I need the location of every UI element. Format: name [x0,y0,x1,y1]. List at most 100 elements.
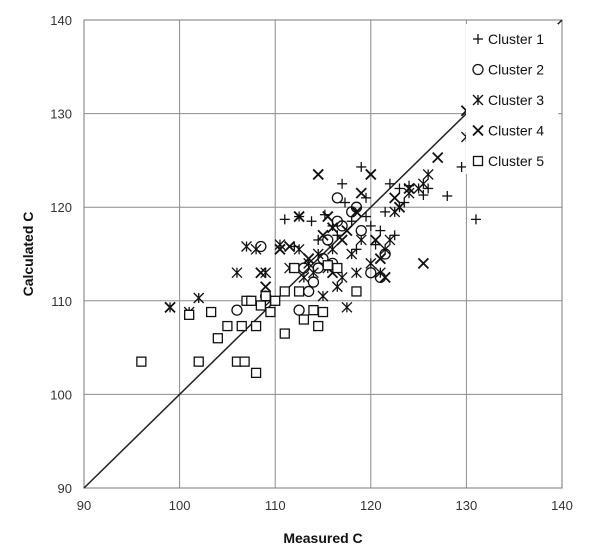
data-point [279,214,290,225]
tick-labels: 90 100 110 120 130 140 90 100 110 120 130 140 [50,13,573,513]
data-point [369,234,382,246]
data-point [394,183,405,194]
data-point [260,290,271,302]
data-point [279,328,290,339]
legend-item: Cluster 1 [473,31,544,47]
x-tick-label: 90 [77,498,91,513]
legend-marker [472,124,484,137]
legend-label: Cluster 4 [488,123,544,139]
data-point [312,248,324,260]
data-point [289,262,300,274]
data-point [312,168,324,181]
data-point [356,161,367,172]
data-point [293,304,305,316]
data-point [350,206,363,218]
data-point [332,262,343,274]
data-point [303,253,315,265]
legend-item: Cluster 5 [472,153,544,169]
data-point [346,216,357,227]
data-point [317,229,329,241]
data-point [355,224,367,237]
data-point [322,260,333,271]
data-point [326,222,339,234]
data-point [306,216,317,227]
data-point [393,201,406,213]
data-points [136,105,511,379]
data-point [260,267,272,279]
data-point [317,306,329,318]
data-point [341,224,353,237]
data-point [351,267,362,279]
data-point [270,295,281,306]
data-point [379,243,391,255]
data-point [317,290,329,302]
legend-label: Cluster 5 [488,153,544,169]
data-point [193,292,205,304]
data-point [380,206,391,217]
data-point [255,267,267,279]
data-point [355,187,367,199]
data-point [307,276,320,288]
data-point [418,190,429,201]
x-tick-label: 100 [169,498,191,513]
legend-label: Cluster 1 [488,31,544,47]
legend-marker [472,155,484,167]
data-point [374,253,386,265]
data-point [293,286,305,297]
data-point [283,240,296,253]
data-point [370,239,381,250]
y-tick-label: 100 [50,387,72,402]
grid [83,19,563,489]
legend-item: Cluster 2 [472,62,544,78]
data-point [260,281,272,293]
data-point [303,285,315,298]
data-point [193,356,204,367]
series-4 [164,105,492,313]
data-point [265,306,276,318]
data-point [417,257,430,269]
y-tick-label: 140 [50,13,72,28]
legend-marker [472,94,484,106]
data-point [279,286,290,297]
data-point [351,286,362,297]
data-point [250,243,262,255]
data-point [246,295,257,306]
x-tick-label: 110 [265,498,286,513]
legend-label: Cluster 2 [488,62,544,78]
data-point [289,241,300,252]
legend-marker [473,34,483,44]
y-tick-label: 110 [51,294,72,309]
data-point [365,257,377,269]
data-point [389,192,401,204]
data-point [136,356,147,367]
data-point [241,241,252,252]
data-point [384,178,395,189]
data-point [470,214,481,225]
data-point [250,320,262,332]
data-point [375,225,386,236]
x-tick-label: 140 [551,498,573,513]
data-point [164,301,176,313]
data-point [336,220,348,232]
legend-item: Cluster 4 [472,123,544,139]
x-tick-label: 130 [456,498,478,513]
data-point [365,168,377,181]
data-point [293,210,305,223]
data-point [205,306,217,318]
legend-background [466,24,558,174]
data-point [341,301,353,313]
data-point [322,210,334,223]
y-tick-label: 90 [58,481,72,496]
legend-marker [472,63,484,76]
data-point [222,320,233,332]
data-point [307,267,319,279]
data-point [331,192,343,204]
data-point [239,356,250,367]
y-tick-label: 120 [50,200,72,215]
data-point [327,243,339,255]
data-point [361,211,372,222]
legend-label: Cluster 3 [488,92,544,108]
data-point [337,178,348,189]
series-5 [136,260,362,379]
